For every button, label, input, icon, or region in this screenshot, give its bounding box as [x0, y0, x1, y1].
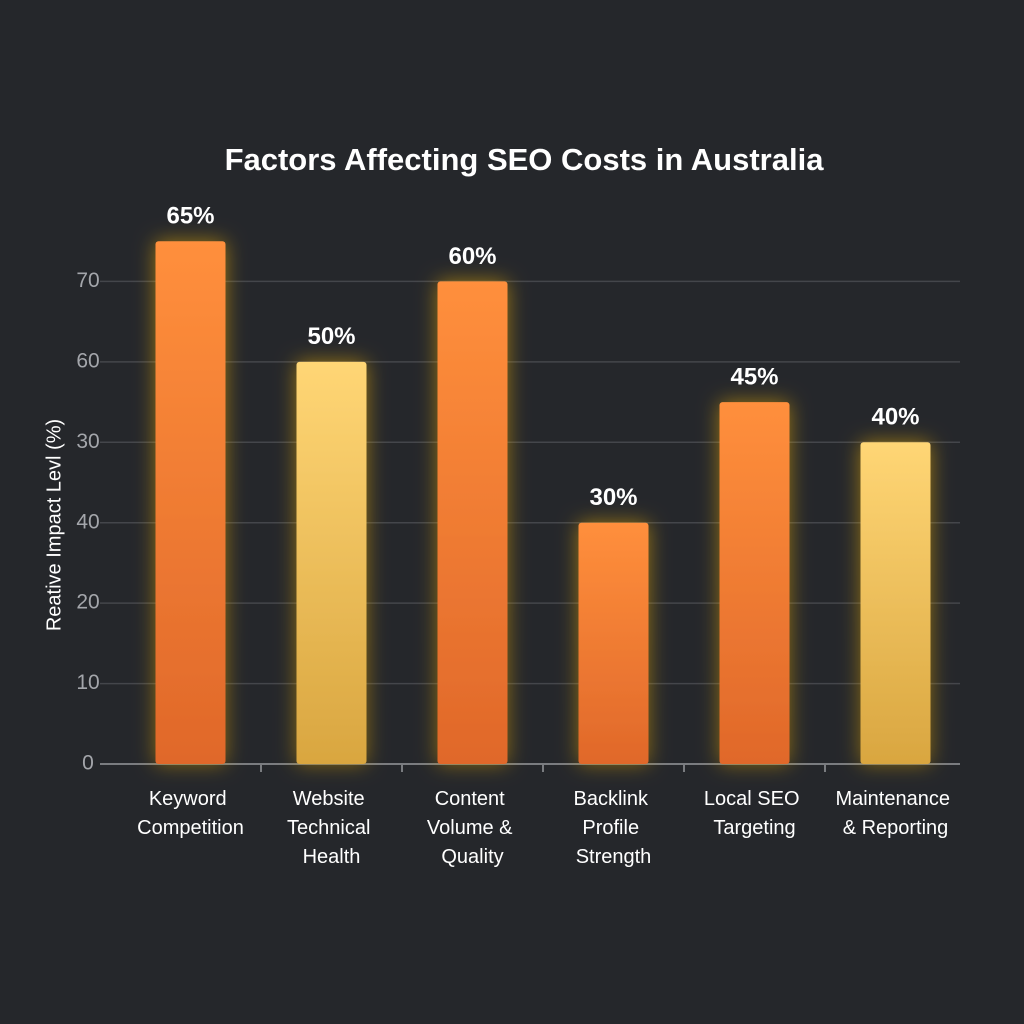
x-tick-line: Keyword [149, 788, 232, 810]
y-tick-label: 0 [82, 752, 94, 775]
y-tick-label: 10 [76, 671, 99, 694]
value-label: 40% [871, 404, 919, 431]
x-tick-line: Profile [582, 817, 644, 839]
x-tick-label: Website Technical Health [287, 788, 376, 868]
x-tick-label: Local SEO Targeting [704, 788, 805, 839]
x-tick-label: Backlink Profile Strength [573, 788, 653, 868]
bar [296, 361, 367, 764]
x-tick-line: & Reporting [843, 817, 949, 839]
bar [719, 402, 790, 764]
x-tick-line: Website [293, 788, 370, 810]
value-label: 45% [730, 363, 778, 390]
value-label: 30% [589, 484, 637, 511]
bar [437, 281, 508, 764]
chart-title: Factors Affecting SEO Costs in Australia [225, 142, 825, 177]
x-tick-line: Targeting [713, 817, 795, 839]
y-axis-label: Reative Impact Levl (%) [43, 419, 65, 631]
value-label: 50% [307, 323, 355, 350]
bar [578, 522, 649, 764]
bar [155, 241, 226, 764]
x-tick-line: Strength [576, 846, 652, 868]
y-tick-label: 30 [76, 430, 99, 453]
x-tick-label: Maintenance & Reporting [835, 788, 955, 839]
x-tick-line: Technical [287, 817, 376, 839]
bar [860, 442, 931, 764]
x-tick-line: Volume & [427, 817, 518, 839]
y-tick-label: 60 [76, 349, 99, 372]
x-tick-line: Maintenance [835, 788, 955, 810]
x-tick-line: Local SEO [704, 788, 805, 810]
x-tick-line: Content [435, 788, 511, 810]
y-tick-label: 20 [76, 591, 99, 614]
y-tick-label: 40 [76, 510, 99, 533]
y-tick-label: 70 [76, 269, 99, 292]
x-tick-label: Keyword Competition [137, 788, 244, 839]
x-tick-line: Competition [137, 817, 244, 839]
value-label: 65% [166, 203, 214, 230]
x-tick-line: Quality [441, 846, 503, 868]
x-tick-line: Health [303, 846, 361, 868]
x-tick-label: Content Volume & Quality [427, 788, 518, 868]
x-tick-line: Backlink [573, 788, 653, 810]
value-label: 60% [448, 243, 496, 270]
